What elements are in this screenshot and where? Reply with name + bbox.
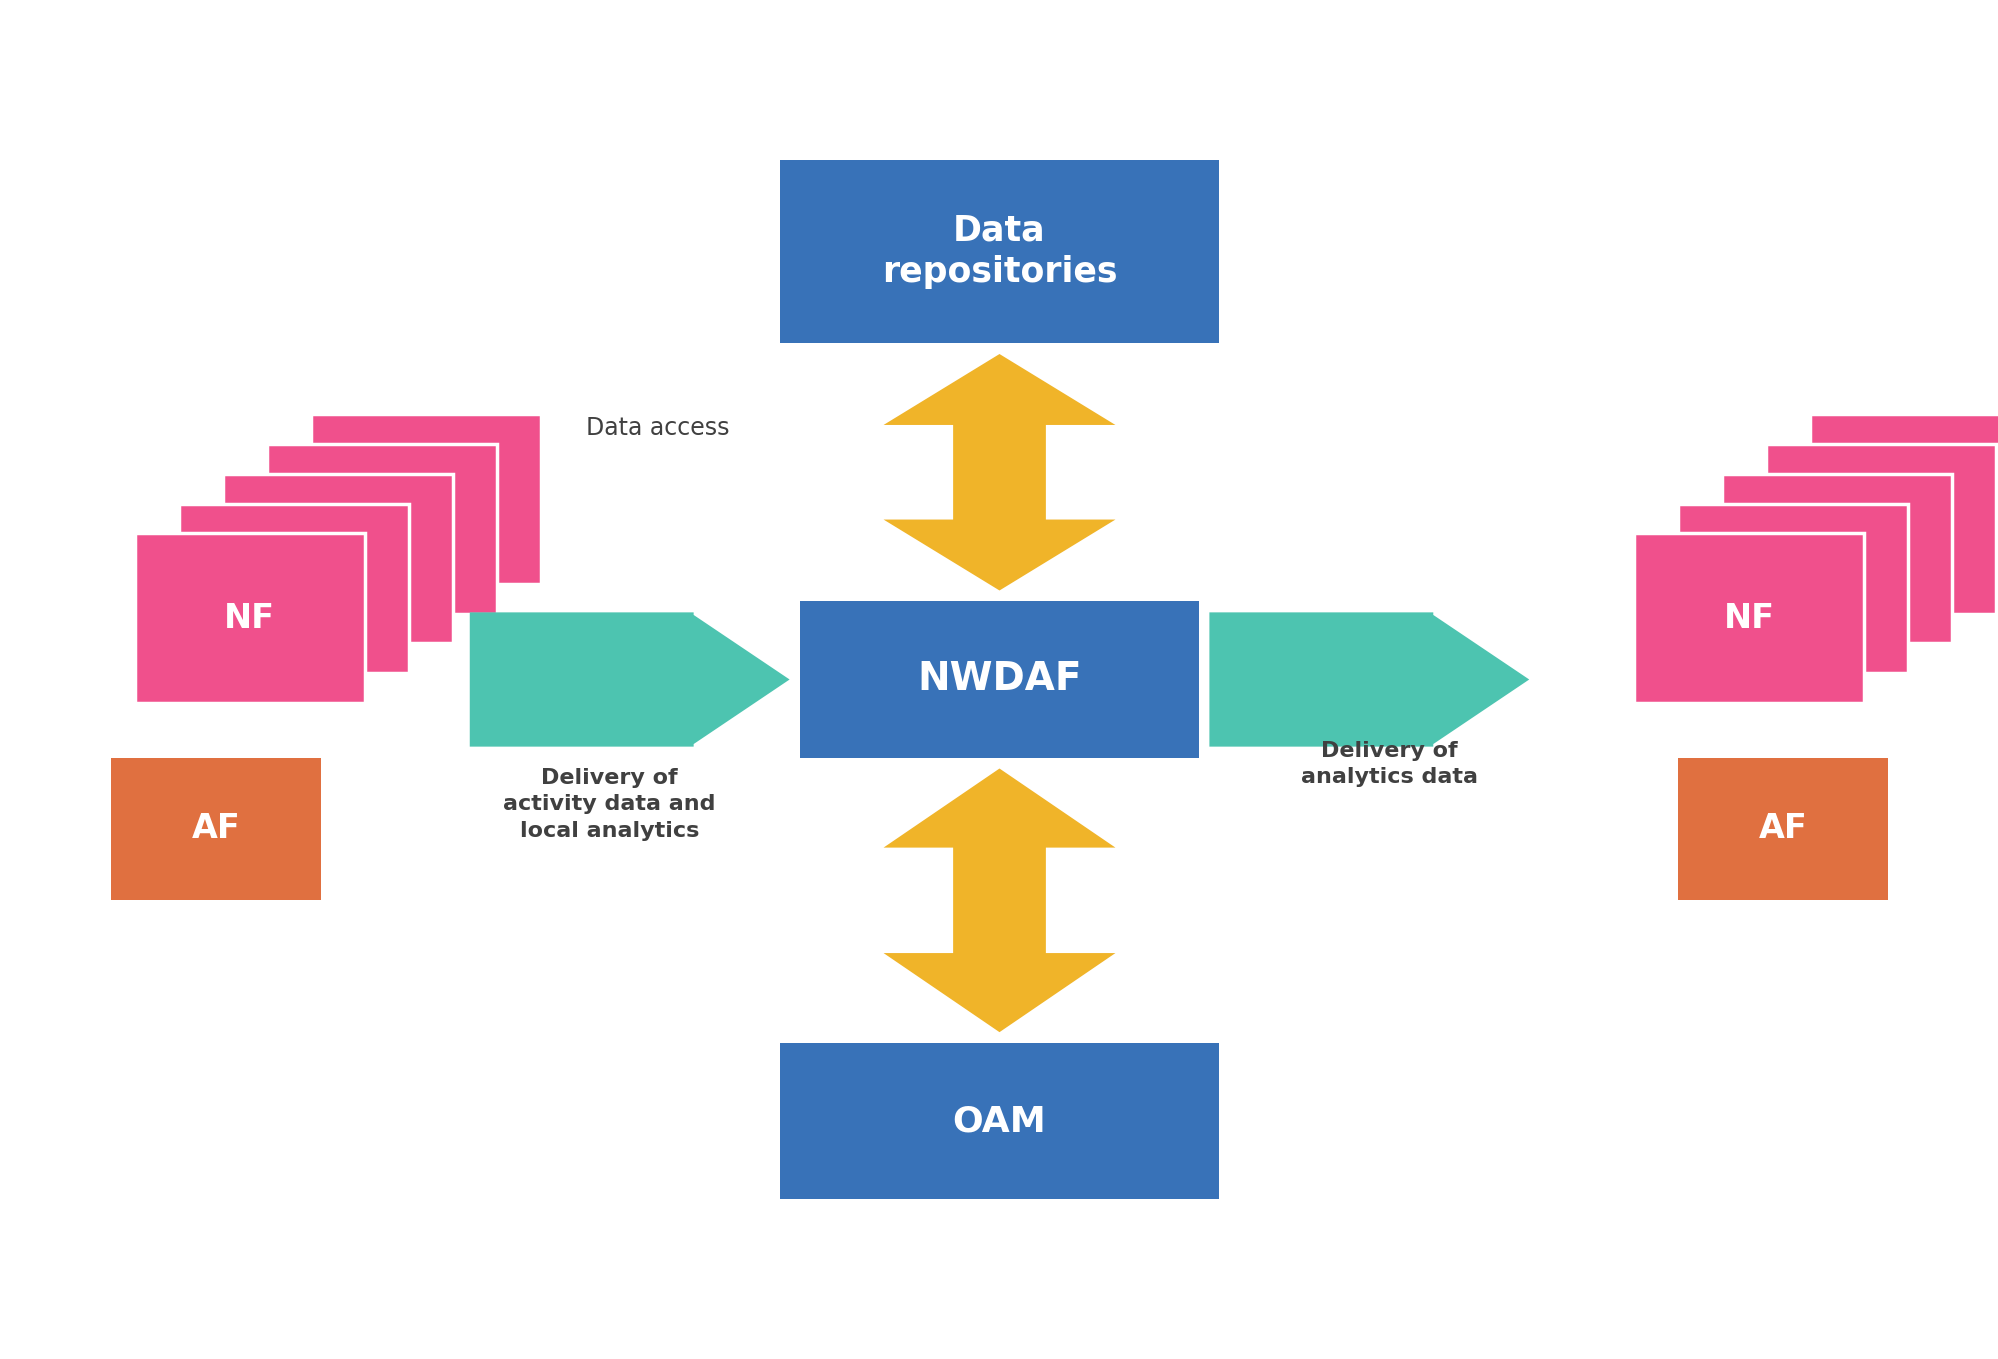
Text: NF: NF: [1722, 602, 1774, 635]
Text: Delivery of
analytics data: Delivery of analytics data: [1301, 741, 1477, 787]
Text: AF: AF: [192, 813, 240, 845]
Bar: [779, 160, 1219, 344]
Bar: [1766, 443, 1994, 614]
Bar: [112, 758, 320, 900]
Bar: [1678, 503, 1908, 673]
Text: Data access: Data access: [585, 416, 729, 440]
Bar: [1634, 533, 1864, 704]
Polygon shape: [883, 355, 1115, 590]
Text: AF: AF: [1758, 813, 1806, 845]
Bar: [1678, 758, 1888, 900]
Bar: [222, 473, 452, 643]
Polygon shape: [883, 769, 1115, 1033]
Text: Delivery of
activity data and
local analytics: Delivery of activity data and local anal…: [503, 768, 715, 841]
Bar: [268, 443, 498, 614]
Text: NWDAF: NWDAF: [917, 660, 1081, 699]
Bar: [799, 601, 1199, 758]
Polygon shape: [1209, 613, 1528, 746]
Text: OAM: OAM: [953, 1104, 1045, 1139]
Text: Data
repositories: Data repositories: [881, 213, 1117, 289]
Bar: [312, 413, 541, 584]
Bar: [136, 533, 366, 704]
Bar: [1810, 413, 1998, 584]
Bar: [779, 1044, 1219, 1199]
Bar: [180, 503, 410, 673]
Bar: [1722, 473, 1950, 643]
Polygon shape: [470, 613, 789, 746]
Text: NF: NF: [224, 602, 276, 635]
